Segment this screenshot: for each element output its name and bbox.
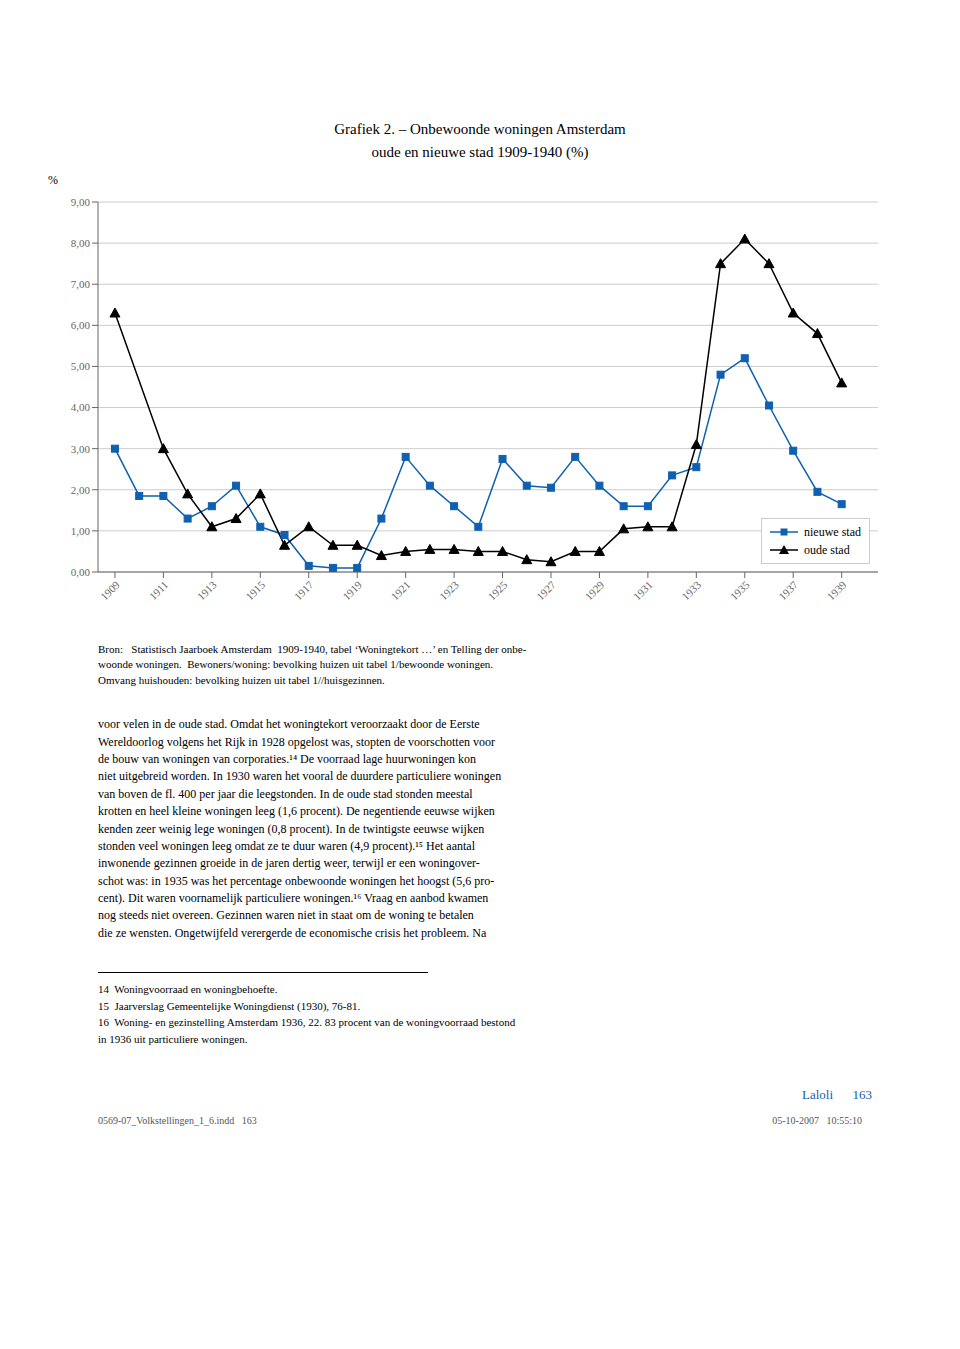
svg-text:1929: 1929 [582,578,606,602]
svg-text:1921: 1921 [389,578,413,602]
svg-text:1923: 1923 [437,578,461,602]
svg-text:1909: 1909 [98,578,122,602]
svg-text:1913: 1913 [195,578,219,602]
html-text:05-10-2007 10:55:10: 05-10-2007 10:55:10 [772,1115,862,1127]
svg-text:4,00: 4,00 [71,401,91,413]
svg-text:1935: 1935 [728,578,752,602]
svg-text:8,00: 8,00 [71,237,91,249]
html-text:oude stad: oude stad [804,543,850,557]
svg-text:1925: 1925 [485,578,509,602]
svg-text:1911: 1911 [147,578,171,602]
html-text:nieuwe stad: nieuwe stad [804,525,861,539]
html-text:0569-07_Volkstellingen_1_6.ind: 0569-07_Volkstellingen_1_6.indd 163 [98,1115,257,1127]
svg-text:1915: 1915 [243,578,267,602]
svg-text:1927: 1927 [534,578,558,602]
svg-text:9,00: 9,00 [71,196,91,208]
svg-text:1,00: 1,00 [71,525,91,537]
svg-text:7,00: 7,00 [71,278,91,290]
svg-text:5,00: 5,00 [71,360,91,372]
html-text:Laloli 163: Laloli 163 [802,1087,872,1103]
svg-text:6,00: 6,00 [71,319,91,331]
svg-text:1931: 1931 [631,578,655,602]
svg-text:2,00: 2,00 [71,484,91,496]
html-text:14 Woningvoorraad en woningbeh: 14 Woningvoorraad en woningbehoefte. 15 … [98,983,516,1045]
svg-text:3,00: 3,00 [71,443,91,455]
svg-text:1933: 1933 [679,578,703,602]
svg-text:1919: 1919 [340,578,364,602]
svg-text:1917: 1917 [292,578,316,602]
svg-text:1937: 1937 [776,578,800,602]
svg-text:1939: 1939 [825,578,849,602]
html-text:Grafiek 2. – Onbewoonde woning: Grafiek 2. – Onbewoonde woningen Amsterd… [334,121,626,160]
svg-text:0,00: 0,00 [71,566,91,578]
html-text:voor velen in de oude stad. Om: voor velen in de oude stad. Omdat het wo… [98,717,502,940]
html-text:Bron: Statistisch Jaarboek Ams: Bron: Statistisch Jaarboek Amsterdam 190… [98,643,527,686]
